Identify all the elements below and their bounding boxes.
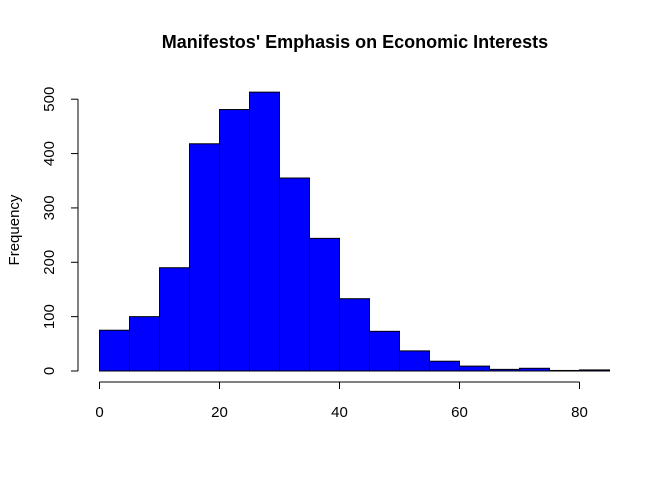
y-axis-label: Frequency (6, 194, 23, 265)
x-tick-label: 80 (571, 404, 588, 421)
bars-group (99, 91, 610, 372)
x-tick-label: 60 (451, 404, 468, 421)
y-tick-label: 0 (41, 367, 58, 375)
histogram-bar (159, 267, 190, 372)
y-tick-label: 400 (41, 141, 58, 166)
histogram-bar (279, 177, 310, 372)
y-axis: 0 100 200 300 400 500 (41, 87, 79, 375)
y-tick-label: 100 (41, 304, 58, 329)
x-tick-label: 20 (211, 404, 228, 421)
histogram-bar (129, 316, 160, 372)
histogram-bar (579, 369, 610, 372)
y-tick-label: 200 (41, 250, 58, 275)
histogram-bar (459, 365, 490, 372)
histogram-bar (309, 237, 340, 372)
histogram-bar (429, 360, 460, 372)
x-tick-label: 0 (95, 404, 103, 421)
x-tick-label: 40 (331, 404, 348, 421)
chart-title: Manifestos' Emphasis on Economic Interes… (162, 32, 548, 52)
histogram-bar (189, 143, 220, 372)
y-tick-label: 300 (41, 195, 58, 220)
y-tick-label: 500 (41, 87, 58, 112)
histogram-bar (219, 109, 250, 372)
histogram-bar (369, 330, 400, 372)
x-axis: 0 20 40 60 80 (95, 381, 588, 421)
histogram-bar (519, 367, 550, 372)
histogram-bar (339, 298, 370, 372)
histogram-bar (489, 368, 520, 372)
histogram-bar (399, 350, 430, 372)
histogram-bar (249, 91, 280, 372)
histogram-bar (99, 329, 130, 372)
histogram-bar (549, 369, 580, 372)
